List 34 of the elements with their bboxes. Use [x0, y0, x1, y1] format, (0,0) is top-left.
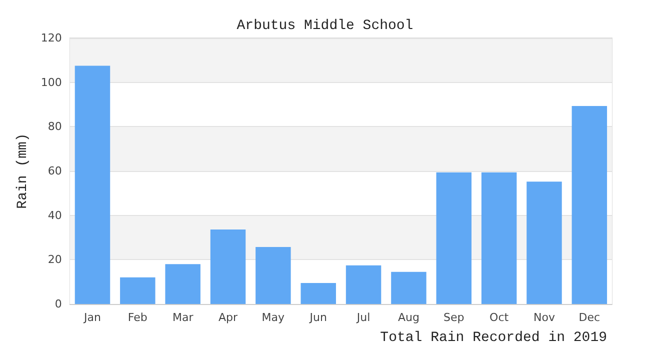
x-tick-label: Jun [308, 311, 327, 324]
x-tick-label: Dec [578, 311, 600, 324]
bar [436, 172, 472, 304]
x-tick-label: Jul [356, 311, 370, 324]
bar [256, 247, 291, 304]
y-tick-label: 80 [48, 120, 62, 134]
y-tick-label: 60 [48, 164, 62, 178]
bar [74, 66, 110, 304]
x-tick-label: Sep [444, 311, 464, 324]
x-tick-label: Oct [490, 311, 510, 324]
x-tick-label: Apr [218, 311, 238, 324]
bar [572, 106, 608, 304]
x-tick-label: Aug [398, 311, 420, 324]
y-tick-label: 100 [40, 76, 62, 89]
x-tick-label: May [262, 311, 286, 324]
bar [391, 272, 426, 304]
y-tick-label: 120 [40, 32, 62, 44]
bar [165, 264, 200, 304]
x-tick-label: Mar [172, 311, 194, 324]
y-tick-label: 40 [48, 208, 62, 222]
chart-title: Arbutus Middle School [236, 18, 414, 34]
bar [210, 230, 246, 304]
bar [300, 282, 336, 304]
x-tick-label: Nov [534, 311, 556, 324]
x-tick-label: Jan [83, 311, 101, 324]
x-axis-title: Total Rain Recorded in 2019 [380, 330, 608, 346]
bar [526, 182, 562, 304]
bar [481, 172, 517, 304]
y-axis-title: Rain (mm) [15, 133, 31, 209]
x-tick-label: Feb [128, 311, 148, 324]
y-tick-label: 0 [54, 298, 62, 310]
bar [346, 265, 382, 304]
y-tick-label: 20 [48, 253, 62, 266]
bar [120, 277, 156, 304]
